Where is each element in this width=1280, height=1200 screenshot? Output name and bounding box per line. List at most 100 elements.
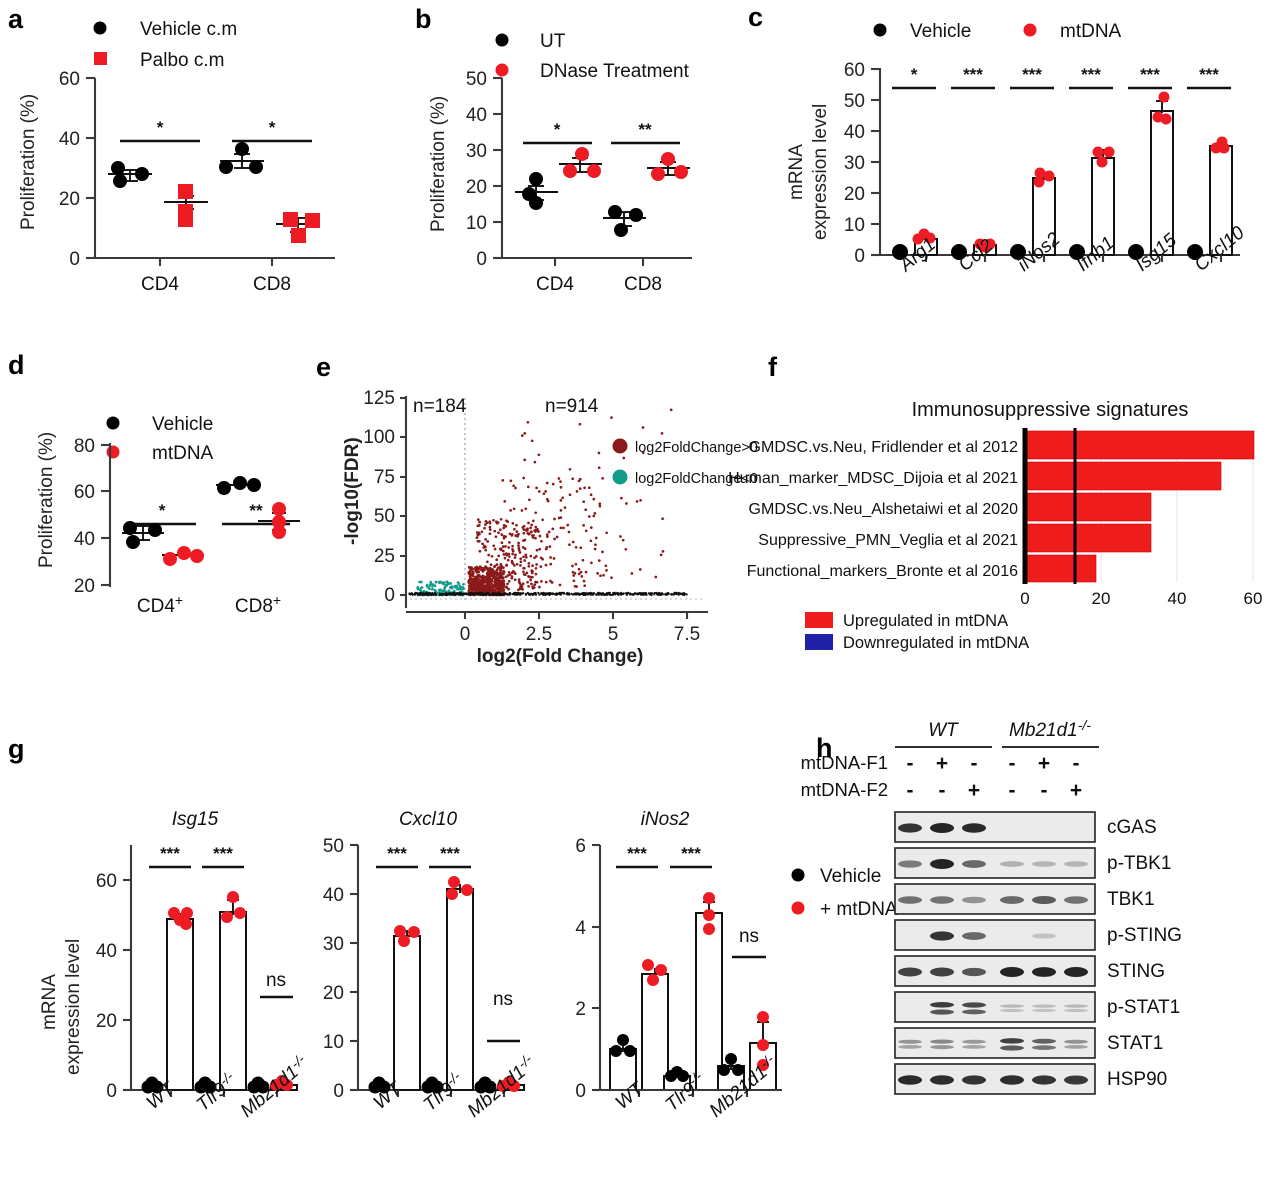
row-label-mtdna-f2: mtDNA-F2 (801, 779, 888, 800)
g1-sig-wt: *** (160, 844, 180, 863)
blot-band-sting-lane4 (1000, 967, 1024, 977)
panel-a-label: a (8, 4, 24, 34)
legend-label-vehicle-cm: Vehicle c.m (140, 19, 237, 40)
legend-marker-vehicle-cm (93, 21, 107, 35)
treatment-sign-r0-l1: + (936, 752, 948, 775)
legend-label-mtdna: mtDNA (1060, 21, 1122, 42)
g3-sig-wt: *** (627, 844, 647, 863)
f-category-labels: GMDSC.vs.Neu, Fridlender et al 2012 Huma… (728, 439, 1018, 580)
blot-band-hsp90-lane2 (930, 1075, 954, 1085)
g2-ytick-20: 20 (323, 983, 344, 1004)
g1-group-wt: *** (141, 844, 194, 1097)
blot-band-p-stat1-lane4 (1000, 1004, 1024, 1013)
y-tick-20: 20 (74, 576, 95, 597)
blot-band-p-tbk1-lane6 (1064, 861, 1088, 867)
blot-band-tbk1-lane5 (1032, 895, 1056, 905)
legend-marker-palbo-cm (94, 52, 107, 65)
panel-d: d Vehicle mtDNA 20 40 60 80 Proliferatio… (0, 340, 320, 660)
blot-band-stat1-lane5 (1032, 1038, 1056, 1050)
blot-band-stat1-lane1 (898, 1039, 922, 1049)
treatment-sign-r0-l3: - (1009, 752, 1016, 775)
blot-label-p-stat1: p-STAT1 (1107, 997, 1180, 1018)
legend-label-upregulated: Upregulated in mtDNA (843, 612, 1008, 630)
legend-marker-mtdna (791, 901, 805, 915)
blot-band-tbk1-lane1 (898, 896, 922, 904)
f-xtick-0: 0 (1020, 589, 1029, 608)
y-tick-20: 20 (59, 189, 80, 210)
g3-ytick-0: 0 (575, 1081, 586, 1102)
g3-group-tlr9: *** (663, 844, 723, 1097)
y-tick-60: 60 (844, 60, 865, 81)
blot-band-p-stat1-lane6 (1064, 1004, 1088, 1013)
panel-g-chart-cxcl10: Cxcl10 0 10 20 30 40 50 *** (323, 809, 535, 1122)
y-tick-0: 0 (854, 246, 865, 267)
blot-band-p-tbk1-lane5 (1032, 861, 1056, 867)
blot-strips (894, 811, 1096, 1095)
y-ticks: 0 20 40 60 (59, 69, 95, 270)
y-tick-60: 60 (74, 482, 95, 503)
y-tick-20: 20 (466, 177, 487, 198)
g3-sig-tlr9: *** (681, 844, 701, 863)
blot-band-tbk1-lane4 (1000, 896, 1024, 904)
g-title-isg15: Isg15 (172, 809, 219, 830)
panel-b-chart: UT DNase Treatment 0 10 20 30 40 50 Prol… (428, 31, 692, 295)
panel-d-chart: Vehicle mtDNA 20 40 60 80 Proliferation … (36, 414, 300, 617)
g2-sig-mb21d1: ns (493, 989, 513, 1010)
g1-group-mb21d1: ns (247, 970, 298, 1097)
y-axis-title: -log10(FDR) (342, 437, 363, 545)
blot-band-p-stat1-lane2 (930, 1002, 954, 1015)
legend-label-palbo-cm: Palbo c.m (140, 50, 224, 71)
data-group-cd8-mtdna (258, 502, 300, 539)
panel-a: a Vehicle c.m Palbo c.m 0 20 40 60 Proli… (0, 0, 410, 330)
sig-label-cd4: * (159, 501, 166, 520)
n-up-label: n=914 (545, 396, 599, 417)
y-tick-0: 0 (476, 249, 487, 270)
blot-band-stat1-lane2 (930, 1039, 954, 1050)
y-ticks: 0 2 4 6 (575, 836, 600, 1102)
y-axis-title-line1: mRNA (786, 144, 807, 200)
data-group-cd4-mtdna (162, 546, 204, 566)
panel-e-chart: 0 25 50 75 100 125 0 2.5 5 7.5 log2(Fold… (342, 388, 758, 667)
legend-marker-dnase (495, 63, 509, 77)
legend-label-vehicle: Vehicle (152, 414, 213, 435)
y-tick-125: 125 (363, 388, 395, 409)
legend-label-ut: UT (540, 31, 566, 52)
sig-label-cd8: ** (638, 120, 652, 139)
f-xtick-40: 40 (1168, 589, 1187, 608)
panel-c-label: c (748, 2, 764, 32)
y-tick-10: 10 (466, 213, 487, 234)
g2-ytick-50: 50 (323, 836, 344, 857)
g1-ytick-40: 40 (96, 941, 117, 962)
blot-strip-stat1 (894, 1027, 1096, 1059)
sig-ccl2: *** (963, 65, 983, 84)
legend-label-dnase: DNase Treatment (540, 61, 690, 82)
y-tick-50: 50 (844, 91, 865, 112)
blot-label-p-tbk1: p-TBK1 (1107, 853, 1171, 874)
blot-band-sting-lane2 (930, 967, 954, 977)
panel-b: b UT DNase Treatment 0 10 20 30 40 50 Pr… (410, 0, 750, 330)
data-group-cd4-vehicle (122, 521, 164, 549)
sig-cxcl10: *** (1199, 65, 1219, 84)
y-ticks: 0 10 20 30 40 50 60 (844, 60, 880, 267)
treatment-sign-r1-l5: + (1070, 779, 1082, 802)
g2-ytick-30: 30 (323, 934, 344, 955)
blot-band-sting-lane1 (898, 967, 922, 977)
sig-label-cd8: ** (249, 501, 263, 520)
legend-label-up: log2FoldChange>0 (635, 440, 758, 456)
g-title-cxcl10: Cxcl10 (399, 809, 458, 830)
genotype-label-wt: WT (928, 720, 959, 741)
blot-band-p-tbk1-lane3 (962, 860, 986, 868)
category-label-cd8: CD8 (253, 274, 291, 295)
f-label-1: Human_marker_MDSC_Dijoia et al 2021 (728, 470, 1018, 487)
y-ticks: 0 25 50 75 100 125 (363, 388, 406, 606)
category-label-cd8: CD8 (624, 274, 662, 295)
treatment-sign-r0-l5: - (1073, 752, 1080, 775)
y-tick-50: 50 (374, 506, 395, 527)
blot-strip-hsp90 (894, 1063, 1096, 1095)
treatment-signs: - + - - + -- - + - - + (907, 752, 1083, 802)
panel-g-chart-isg15: Isg15 0 20 40 60 mRNA expression level *… (39, 809, 308, 1122)
blot-band-hsp90-lane6 (1064, 1075, 1088, 1085)
y-axis-title: Proliferation (%) (36, 432, 57, 568)
y-tick-30: 30 (466, 141, 487, 162)
blot-band-cgas-lane2 (930, 823, 954, 833)
